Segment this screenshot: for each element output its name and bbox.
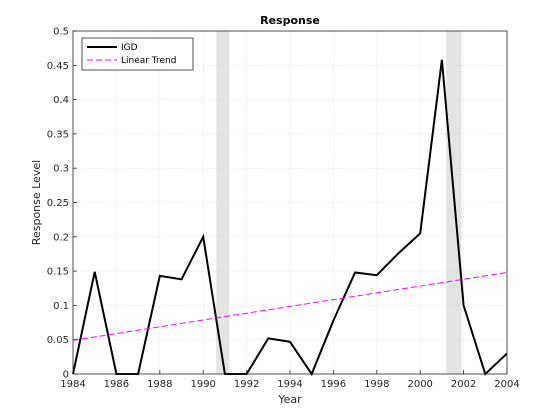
- y-axis-label: Response Level: [30, 160, 43, 245]
- y-tick-label: 0.25: [47, 198, 69, 209]
- series-lines: [72, 59, 508, 377]
- y-tick-label: 0.3: [53, 164, 69, 175]
- legend: IGD Linear Trend: [81, 37, 194, 71]
- y-tick-label: 0: [63, 370, 69, 381]
- x-tick-label: 1996: [321, 379, 346, 390]
- x-axis-ticks: 1984 1986 1988 1990 1992 1994 1996 1998 2000 2002…: [60, 370, 520, 390]
- y-tick-label: 0.15: [47, 267, 69, 278]
- series-line-igd: [72, 59, 508, 377]
- y-axis-ticks: 0 0.05 0.1 0.15 0.2 0.25 0.3 0.35 0.4 0.45 0.5: [47, 27, 77, 381]
- y-tick-label: 0.05: [47, 335, 69, 346]
- x-tick-label: 1992: [234, 379, 259, 390]
- x-tick-label: 1998: [364, 379, 389, 390]
- x-tick-label: 1988: [147, 379, 172, 390]
- y-tick-label: 0.45: [47, 61, 69, 72]
- x-tick-label: 1984: [60, 379, 85, 390]
- y-tick-label: 0.35: [47, 129, 69, 140]
- shaded-period-1: [216, 31, 230, 374]
- x-tick-label: 1994: [277, 379, 302, 390]
- legend-label: IGD: [121, 43, 138, 53]
- legend-label: Linear Trend: [121, 56, 176, 66]
- y-tick-label: 0.5: [53, 27, 69, 38]
- x-tick-label: 1986: [104, 379, 129, 390]
- legend-box: [81, 37, 194, 71]
- y-tick-label: 0.2: [53, 232, 69, 243]
- x-tick-label: 2002: [451, 379, 476, 390]
- y-tick-label: 0.1: [53, 301, 69, 312]
- chart-title: Response: [260, 14, 320, 27]
- x-axis-label: Year: [277, 393, 302, 406]
- series-line-linear-trend: [72, 271, 508, 341]
- y-tick-label: 0.4: [53, 95, 69, 106]
- x-tick-label: 2004: [494, 379, 519, 390]
- x-tick-label: 2000: [407, 379, 432, 390]
- x-tick-label: 1990: [190, 379, 215, 390]
